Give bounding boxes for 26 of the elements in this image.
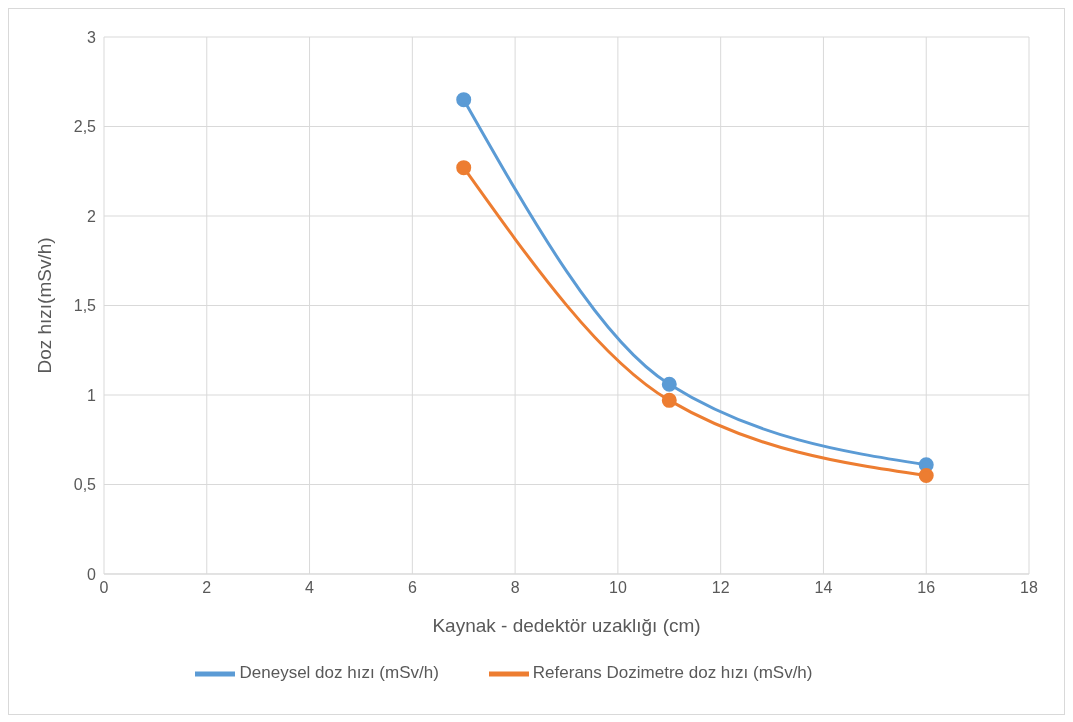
point <box>456 92 472 108</box>
x-tick-label: 16 <box>917 579 936 597</box>
point <box>456 160 472 176</box>
x-tick-label: 12 <box>711 579 730 597</box>
x-tick-label: 18 <box>1020 579 1038 597</box>
point <box>661 376 677 392</box>
legend-label: Deneysel doz hızı (mSv/h) <box>239 663 439 683</box>
x-tick-label: 6 <box>407 579 417 597</box>
point <box>918 468 934 484</box>
x-tick-label: 0 <box>99 579 109 597</box>
x-tick-label: 8 <box>510 579 520 597</box>
x-tick-label: 14 <box>814 579 833 597</box>
y-tick-label: 3 <box>87 28 97 46</box>
y-tick-label: 2,5 <box>73 118 97 136</box>
y-axis-title: Doz hızı(mSv/h) <box>33 237 55 374</box>
x-axis-title: Kaynak - dedektör uzaklığı (cm) <box>432 615 701 636</box>
y-tick-label: 2 <box>87 207 97 225</box>
y-tick-label: 1 <box>87 386 97 404</box>
x-tick-label: 10 <box>608 579 627 597</box>
x-tick-label: 4 <box>305 579 315 597</box>
point <box>661 392 677 408</box>
legend-label: Referans Dozimetre doz hızı (mSv/h) <box>532 663 813 683</box>
y-tick-label: 0,5 <box>73 476 97 494</box>
x-tick-label: 2 <box>202 579 212 597</box>
y-tick-label: 0 <box>87 565 97 583</box>
y-tick-label: 1,5 <box>73 297 97 315</box>
